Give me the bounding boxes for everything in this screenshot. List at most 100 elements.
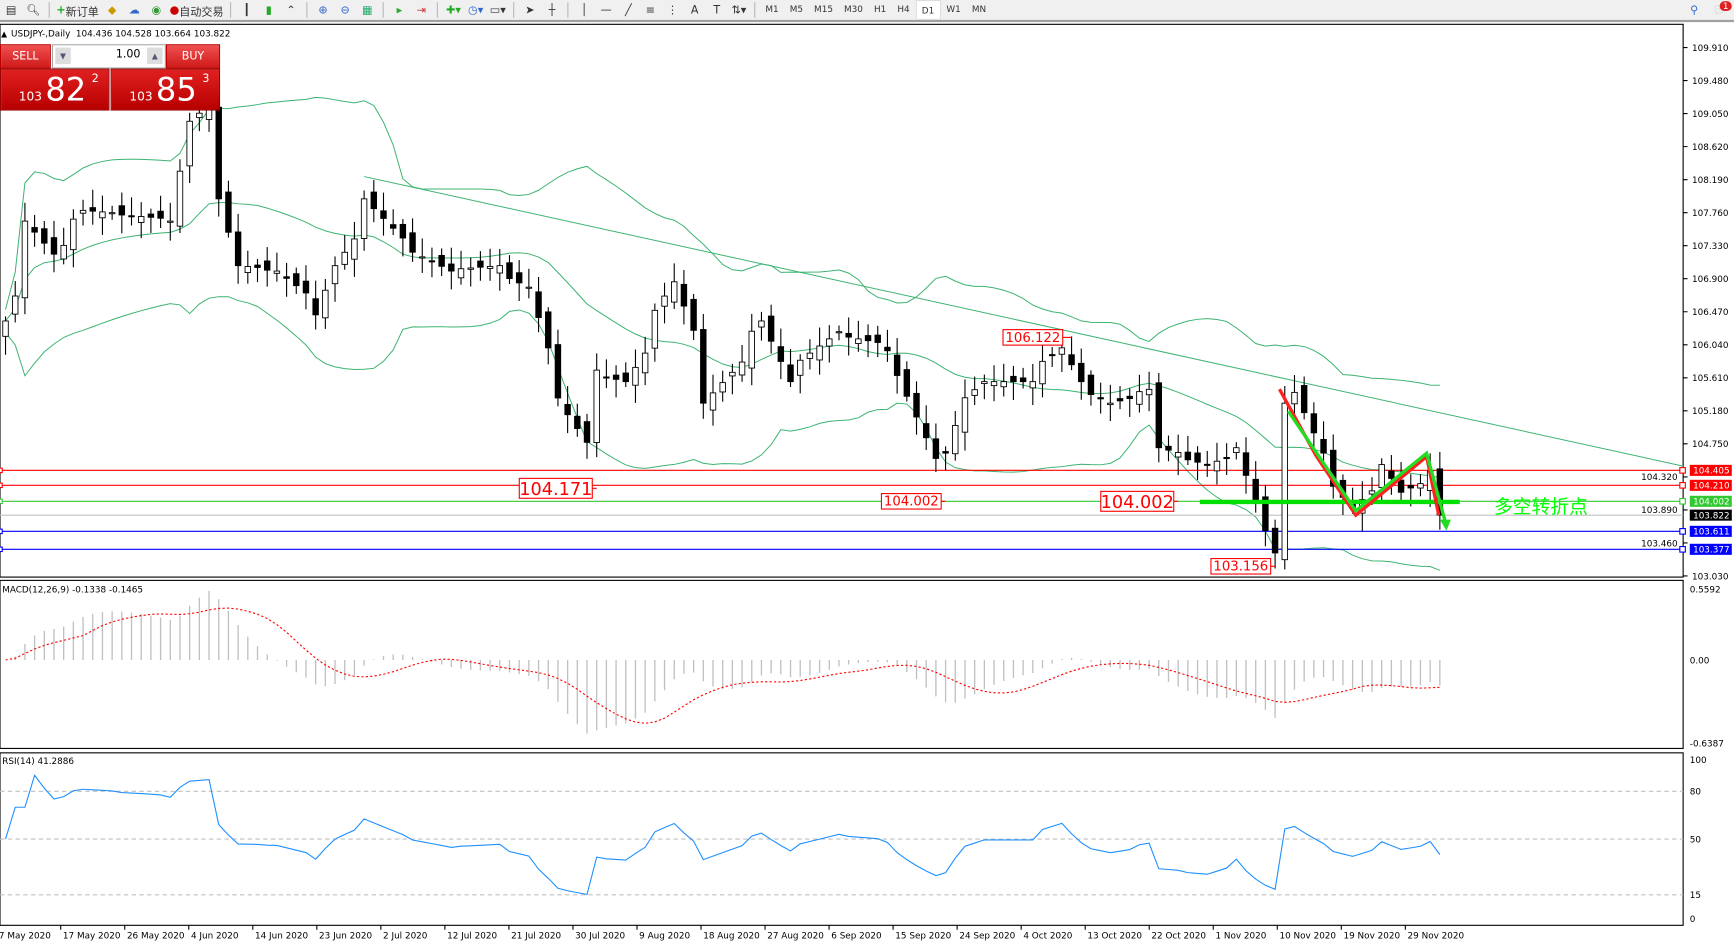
cursor-icon[interactable]: ➤	[525, 3, 535, 17]
candle	[1126, 388, 1133, 417]
timeframe-m15[interactable]: M15	[814, 3, 833, 14]
candle	[622, 362, 629, 387]
auto-scroll-icon[interactable]: ▸	[396, 3, 403, 17]
candle-body	[370, 191, 378, 210]
new-chart-icon[interactable]: ▤	[5, 3, 17, 17]
candle	[1204, 450, 1211, 477]
channel-icon[interactable]: ⋮	[666, 3, 679, 17]
candle-body	[1087, 374, 1095, 395]
sell-button[interactable]: SELL	[0, 44, 51, 69]
price-level-tag-label: 103.822	[1693, 511, 1730, 521]
fibonacci-icon[interactable]: ≡	[645, 3, 656, 17]
rsi-line	[5, 774, 1441, 896]
candle-body	[1019, 377, 1027, 383]
search-icon[interactable]: ⚲	[1690, 3, 1699, 17]
level-line-handle	[1679, 467, 1686, 474]
timeframe-mn[interactable]: MN	[971, 3, 987, 14]
new-order-button[interactable]: + 新订单	[56, 1, 98, 19]
zoom-window-icon[interactable]: 🔍︎	[26, 3, 41, 17]
price-level-tag	[1689, 479, 1732, 491]
price-level-tag-label: 103.377	[1693, 546, 1730, 556]
candle-body	[1174, 452, 1182, 458]
candle-body	[758, 320, 765, 328]
separator	[436, 2, 439, 18]
candlestick-icon[interactable]: ▮	[265, 3, 272, 17]
price-pane[interactable]: 106.122 104.171 104.002 104.002 103.156	[0, 23, 1686, 578]
candle-body	[622, 372, 629, 383]
macd-pane[interactable]	[0, 579, 1684, 749]
timeframe-d1[interactable]: D1	[915, 0, 941, 20]
candle-body	[1010, 375, 1017, 383]
signal-icon[interactable]: ◉	[151, 3, 162, 17]
candle-body	[263, 260, 271, 271]
date-tick-label: 22 Oct 2020	[1151, 932, 1206, 942]
chart-shift-icon[interactable]: ⇥	[416, 3, 427, 17]
candle	[545, 307, 552, 365]
timeframe-bar: M1 M5 M15 M30 H1 H4 D1 W1 MN	[760, 0, 992, 20]
text-tool-icon[interactable]: A	[690, 3, 699, 17]
timeframe-h1[interactable]: H1	[873, 3, 887, 14]
timeframe-m1[interactable]: M1	[765, 3, 779, 14]
bollinger-lower-band	[5, 296, 1441, 571]
candle	[409, 218, 416, 262]
candle-body	[583, 421, 591, 443]
timeframe-m30[interactable]: M30	[844, 3, 863, 14]
templates-icon[interactable]: ▭▾	[489, 3, 506, 17]
lot-size-field[interactable]: ▼ 1.00 ▲	[51, 44, 166, 69]
candle	[922, 405, 930, 451]
data-window-icon[interactable]: ☁	[128, 3, 140, 17]
timeframe-h4[interactable]: H4	[897, 3, 910, 14]
candle	[215, 98, 222, 217]
price-tick-label: 105.180	[1692, 407, 1729, 417]
trendline-icon[interactable]: ╱	[624, 3, 632, 17]
buy-price-big: 85	[155, 70, 197, 109]
candle-body	[1223, 457, 1230, 460]
buy-price-button[interactable]: 103 85 3	[110, 68, 221, 111]
auto-trading-button[interactable]: ● 自动交易	[170, 1, 224, 19]
arrows-icon[interactable]: ⇅▾	[731, 3, 747, 17]
candle-body	[1417, 483, 1424, 489]
candle	[1242, 437, 1250, 494]
periods-icon[interactable]: ◷▾	[468, 3, 484, 17]
timeframe-w1[interactable]: W1	[946, 3, 961, 14]
candle	[1300, 376, 1308, 420]
vertical-line-icon[interactable]: │	[580, 3, 588, 17]
buy-button[interactable]: BUY	[165, 44, 221, 69]
candle	[593, 353, 600, 458]
date-tick-label: 15 Sep 2020	[895, 932, 951, 942]
zoom-out-icon[interactable]: ⊖	[340, 3, 350, 17]
lot-decrease-button[interactable]: ▼	[55, 47, 71, 65]
rsi-tick-label: 80	[1690, 788, 1702, 798]
collapse-arrow-icon[interactable]: ▲	[1, 29, 7, 38]
candle-body	[157, 210, 164, 219]
chart-area[interactable]: 106.122 104.171 104.002 104.002 103.156 USDJ…	[0, 22, 1734, 943]
price-tick-label: 109.910	[1692, 44, 1729, 54]
separator	[567, 2, 569, 18]
meta-editor-icon[interactable]: ◆	[107, 3, 117, 17]
horizontal-line-icon[interactable]: —	[600, 3, 612, 17]
notifications-button[interactable]: 💬︎ 1	[1707, 1, 1732, 19]
candle	[448, 247, 455, 290]
candle	[1165, 435, 1172, 462]
line-chart-icon[interactable]: ⌃	[286, 3, 296, 17]
crosshair-icon[interactable]: ┼	[548, 3, 556, 17]
timeframe-m5[interactable]: M5	[789, 3, 803, 14]
tile-windows-icon[interactable]: ▦	[362, 3, 373, 17]
indicators-icon[interactable]: ✚▾	[446, 3, 461, 17]
candle	[1010, 365, 1017, 400]
price-tick-label: 108.190	[1692, 176, 1729, 186]
lot-increase-button[interactable]: ▲	[147, 47, 163, 65]
text-label-icon[interactable]: T	[713, 3, 721, 17]
candle	[1029, 363, 1037, 406]
zoom-in-icon[interactable]: ⊕	[318, 3, 328, 17]
lot-value[interactable]: 1.00	[115, 48, 141, 61]
date-tick-label: 12 Jul 2020	[447, 932, 497, 942]
candle-body	[709, 392, 717, 411]
rsi-tick-label: 0	[1690, 915, 1696, 925]
rsi-pane[interactable]	[0, 752, 1684, 926]
bar-chart-icon[interactable]: ┃	[243, 3, 251, 17]
price-tick-label: 108.620	[1692, 143, 1729, 153]
date-tick-label: 4 Oct 2020	[1023, 932, 1072, 942]
candle	[244, 250, 252, 284]
sell-price-button[interactable]: 103 82 2	[0, 68, 110, 111]
